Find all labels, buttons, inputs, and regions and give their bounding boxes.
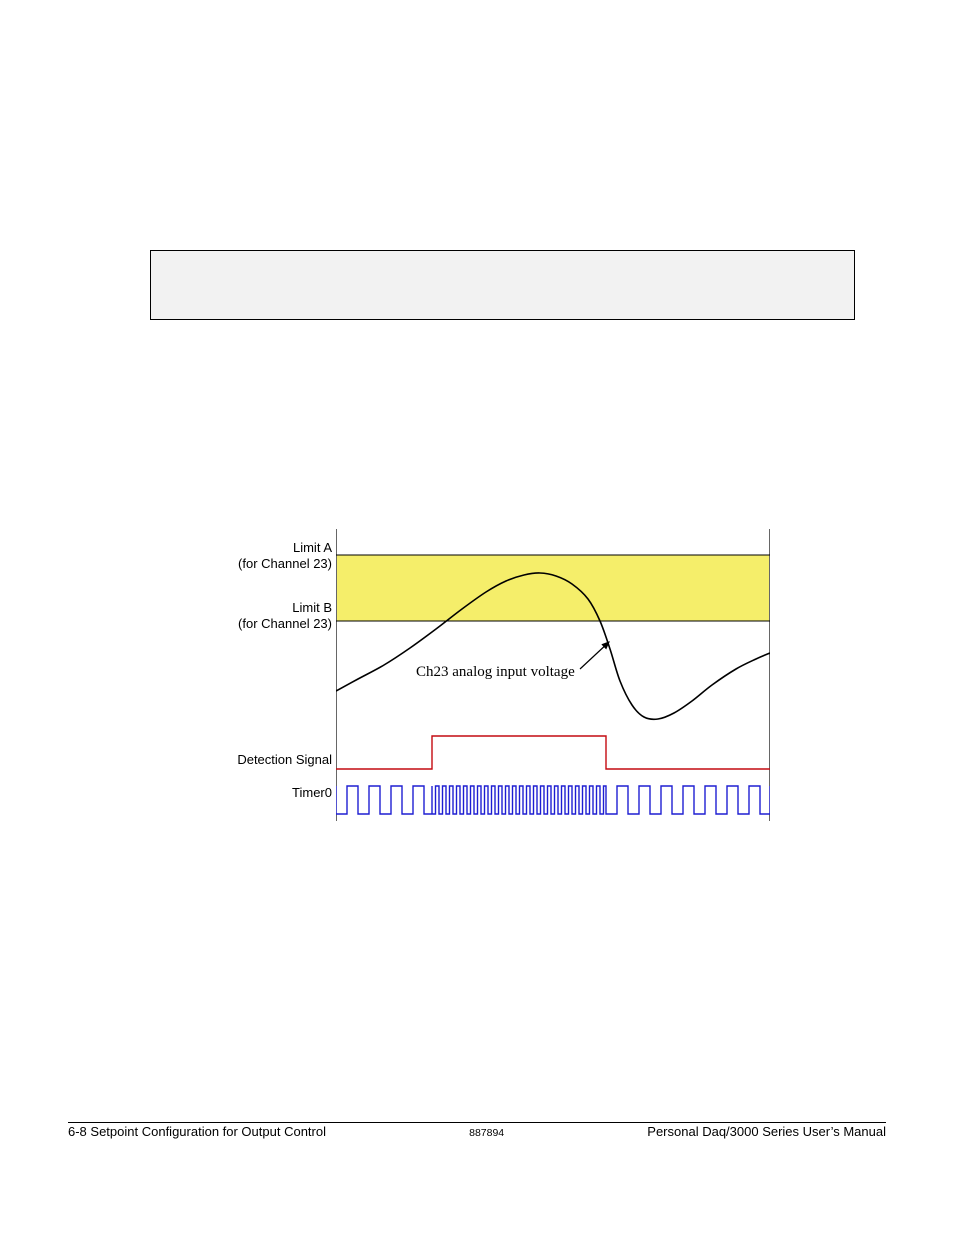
label-limit-a-line1: Limit A — [293, 540, 332, 555]
label-limit-a-line2: (for Channel 23) — [238, 556, 332, 571]
chart-svg: Ch23 analog input voltage — [336, 529, 770, 829]
page-footer: 6-8 Setpoint Configuration for Output Co… — [68, 1124, 886, 1140]
chart-area: Ch23 analog input voltage — [336, 529, 770, 829]
setpoint-diagram: Limit A (for Channel 23) Limit B (for Ch… — [152, 529, 770, 829]
svg-text:Ch23 analog input voltage: Ch23 analog input voltage — [416, 664, 575, 680]
label-timer0: Timer0 — [292, 785, 332, 801]
label-detection-signal: Detection Signal — [237, 752, 332, 768]
footer-right: Personal Daq/3000 Series User’s Manual — [647, 1124, 886, 1139]
label-limit-b: Limit B (for Channel 23) — [238, 600, 332, 633]
label-limit-a: Limit A (for Channel 23) — [238, 540, 332, 573]
footer-left: 6-8 Setpoint Configuration for Output Co… — [68, 1124, 326, 1139]
footer-center: 887894 — [469, 1127, 504, 1139]
label-limit-b-line2: (for Channel 23) — [238, 616, 332, 631]
blank-callout-box — [150, 250, 855, 320]
footer-rule — [68, 1122, 886, 1123]
label-limit-b-line1: Limit B — [292, 600, 332, 615]
